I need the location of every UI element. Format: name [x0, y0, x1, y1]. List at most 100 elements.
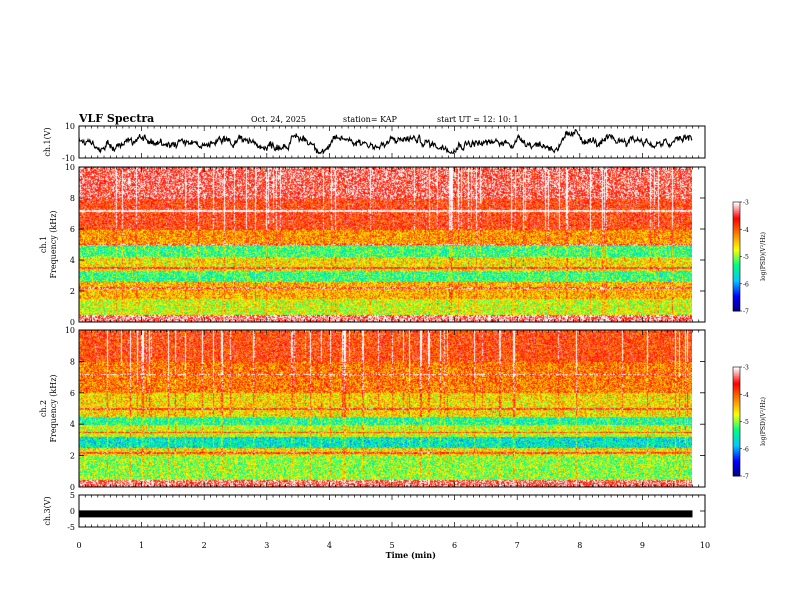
sp1-colorbar-swatch — [733, 229, 740, 232]
sp2-colorbar-swatch — [733, 385, 740, 388]
sp1-colorbar-swatch — [733, 283, 740, 287]
sp2-colorbar-swatch — [733, 454, 740, 457]
sp2-colorbar-swatch — [733, 450, 740, 453]
ch3-ylabel: ch.3(V) — [43, 496, 52, 525]
sp2-colorbar-swatch — [733, 430, 740, 433]
sp2-colorbar-tick-label: -4 — [743, 392, 749, 399]
sp1-ylabel: ch.1Frequency (kHz) — [39, 210, 58, 278]
sp1-colorbar-swatch — [733, 254, 740, 257]
sp1-colorbar-swatch — [733, 238, 740, 241]
sp1-colorbar-swatch — [733, 243, 740, 247]
sp1-colorbar-swatch — [733, 218, 740, 221]
sp1-colorbar-swatch — [733, 252, 740, 256]
sp1-colorbar-swatch — [733, 305, 740, 308]
sp1-colorbar-swatch — [733, 249, 740, 252]
plot-title: VLF Spectra — [79, 112, 155, 125]
sp1-colorbar-swatch — [733, 278, 740, 281]
sp1-ytick-label: 2 — [70, 287, 75, 296]
x-tick-label: 3 — [264, 541, 269, 550]
sp1-colorbar-swatch — [733, 307, 740, 310]
ch3-ytick-label: 0 — [70, 507, 75, 516]
sp2-ytick-label: 10 — [65, 326, 75, 335]
sp2-colorbar-tick-label: -5 — [743, 419, 749, 426]
sp1-ytick-label: 6 — [70, 225, 75, 234]
sp2-colorbar-swatch — [733, 461, 740, 464]
sp1-colorbar-swatch — [733, 274, 740, 277]
x-tick-label: 2 — [202, 541, 207, 550]
sp2-colorbar-swatch — [733, 416, 740, 419]
sp2-colorbar-swatch — [733, 417, 740, 421]
sp2-colorbar-tick-label: -6 — [743, 446, 749, 453]
sp1-colorbar-swatch — [733, 271, 740, 274]
ch2-spectrogram-canvas — [79, 330, 692, 487]
sp2-colorbar-swatch — [733, 374, 740, 377]
sp2-colorbar-tick-label: -7 — [743, 474, 749, 481]
sp1-colorbar-swatch — [733, 225, 740, 228]
sp1-colorbar-swatch — [733, 291, 740, 294]
x-axis-label: Time (min) — [386, 550, 436, 560]
sp2-colorbar-swatch — [733, 377, 740, 381]
sp1-colorbar-swatch — [733, 234, 740, 238]
sp2-colorbar-swatch — [733, 421, 740, 424]
sp2-colorbar-swatch — [733, 468, 740, 472]
sp2-colorbar-swatch — [733, 463, 740, 466]
sp2-colorbar-swatch — [733, 446, 740, 450]
sp1-ytick-label: 4 — [70, 256, 75, 265]
sp2-colorbar-swatch — [733, 448, 740, 452]
sp2-colorbar-swatch — [733, 439, 740, 442]
sp1-colorbar-swatch — [733, 209, 740, 212]
date-label: Oct. 24, 2025 — [251, 115, 306, 124]
sp1-colorbar-swatch — [733, 261, 740, 265]
sp1-colorbar-swatch — [733, 256, 740, 259]
sp2-colorbar-swatch — [733, 459, 740, 462]
sp2-colorbar-swatch — [733, 386, 740, 390]
x-tick-label: 4 — [327, 541, 332, 550]
sp1-ytick-label: 8 — [70, 194, 75, 203]
sp1-colorbar-label: log(PSD)(V²/Hz) — [760, 232, 767, 281]
sp1-colorbar-swatch — [733, 280, 740, 283]
sp1-colorbar-swatch — [733, 251, 740, 254]
ch1-spectrogram-image — [79, 167, 692, 322]
sp2-colorbar-swatch — [733, 419, 740, 422]
sp1-colorbar-swatch — [733, 292, 740, 296]
sp2-colorbar-swatch — [733, 443, 740, 446]
sp1-ytick-label: 10 — [65, 163, 75, 172]
sp2-colorbar-swatch — [733, 466, 740, 470]
sp2-colorbar-swatch — [733, 456, 740, 459]
sp2-colorbar-swatch — [733, 441, 740, 444]
sp2-colorbar-swatch — [733, 406, 740, 410]
sp1-colorbar-swatch — [733, 212, 740, 216]
sp1-colorbar-swatch — [733, 205, 740, 208]
sp2-colorbar-swatch — [733, 390, 740, 393]
x-tick-label: 5 — [389, 541, 394, 550]
sp1-colorbar-swatch — [733, 287, 740, 290]
sp1-colorbar-swatch — [733, 267, 740, 270]
ch1-trace — [78, 129, 693, 155]
ch1-spectrogram-canvas — [79, 167, 692, 322]
sp1-colorbar-swatch — [733, 281, 740, 285]
sp2-ytick-label: 4 — [70, 420, 75, 429]
sp2-colorbar-swatch — [733, 423, 740, 426]
sp1-colorbar-tick-label: -5 — [743, 254, 749, 261]
sp2-colorbar-tick-label: -3 — [743, 365, 749, 372]
sp2-colorbar-swatch — [733, 370, 740, 373]
sp1-colorbar-swatch — [733, 303, 740, 307]
sp2-colorbar-swatch — [733, 445, 740, 448]
ch1-ylabel: ch.1(V) — [43, 127, 52, 156]
sp1-colorbar-swatch — [733, 265, 740, 268]
sp2-colorbar-swatch — [733, 367, 740, 370]
sp1-colorbar-swatch — [733, 220, 740, 223]
sp1-colorbar-swatch — [733, 245, 740, 248]
sp2-colorbar-label: log(PSD)(V²/Hz) — [760, 397, 767, 446]
sp1-colorbar-swatch — [733, 236, 740, 239]
sp1-colorbar-swatch — [733, 216, 740, 219]
sp1-colorbar-swatch — [733, 214, 740, 218]
sp2-colorbar-swatch — [733, 426, 740, 430]
x-tick-label: 8 — [577, 541, 582, 550]
sp1-colorbar-swatch — [733, 276, 740, 279]
sp1-colorbar-swatch — [733, 298, 740, 301]
sp1-colorbar-swatch — [733, 223, 740, 227]
station-label: station= KAP — [343, 115, 397, 124]
x-tick-label: 10 — [700, 541, 710, 550]
